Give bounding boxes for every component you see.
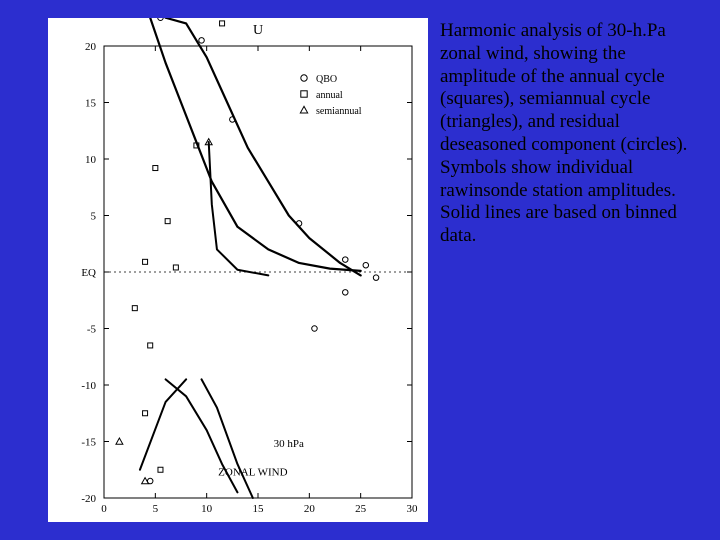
- series-semiannual_line_south: [140, 379, 186, 469]
- marker-square-icon: [132, 306, 137, 311]
- ytick-label: -20: [81, 493, 96, 505]
- xtick-label: 0: [101, 503, 107, 515]
- legend-label: semiannual: [316, 106, 362, 117]
- chart-title: U: [253, 23, 263, 38]
- xtick-label: 25: [355, 503, 367, 515]
- ytick-label: 20: [85, 41, 97, 53]
- xtick-label: 20: [304, 503, 316, 515]
- marker-square-icon: [153, 166, 158, 171]
- marker-square-icon: [148, 343, 153, 348]
- marker-square-icon: [301, 91, 307, 97]
- xtick-label: 30: [407, 503, 419, 515]
- ytick-label: 15: [85, 98, 97, 110]
- marker-circle-icon: [312, 326, 318, 332]
- chart-svg: U 0 5 10 15 20 25 30 -20 -15 -10 -5 EQ 5 10 15 20 QBO annu…: [48, 18, 428, 522]
- annotation: ZONAL WIND: [218, 466, 287, 478]
- marker-circle-icon: [343, 257, 349, 263]
- ytick-label: EQ: [81, 267, 96, 279]
- marker-circle-icon: [158, 18, 164, 21]
- marker-square-icon: [220, 21, 225, 26]
- ytick-label: -15: [81, 437, 96, 449]
- slide-root: U 0 5 10 15 20 25 30 -20 -15 -10 -5 EQ 5 10 15 20 QBO annu…: [0, 0, 720, 540]
- series-semiannual_line_north: [209, 142, 269, 275]
- legend-label: QBO: [316, 74, 337, 85]
- marker-circle-icon: [343, 290, 349, 296]
- marker-square-icon: [158, 467, 163, 472]
- caption-text: Harmonic analysis of 30-h.Pa zonal wind,…: [440, 20, 705, 248]
- marker-square-icon: [143, 411, 148, 416]
- series-qbo_line_north: [166, 18, 361, 275]
- marker-circle-icon: [363, 262, 369, 268]
- ytick-label: 5: [91, 211, 97, 223]
- annotation: 30 hPa: [274, 438, 304, 450]
- xtick-label: 15: [253, 503, 265, 515]
- xtick-label: 5: [153, 503, 159, 515]
- xtick-label: 10: [201, 503, 213, 515]
- ytick-label: 10: [85, 154, 97, 166]
- chart-panel: U 0 5 10 15 20 25 30 -20 -15 -10 -5 EQ 5 10 15 20 QBO annu…: [48, 18, 428, 522]
- series-qbo_line_south: [202, 379, 253, 498]
- marker-circle-icon: [373, 275, 379, 281]
- marker-triangle-icon: [300, 106, 307, 113]
- marker-triangle-icon: [116, 438, 123, 444]
- marker-square-icon: [143, 259, 148, 264]
- legend-label: annual: [316, 90, 343, 101]
- marker-square-icon: [165, 219, 170, 224]
- marker-circle-icon: [199, 38, 205, 44]
- series-annual_line: [150, 18, 360, 271]
- ytick-label: -5: [87, 324, 97, 336]
- ytick-label: -10: [81, 380, 96, 392]
- marker-circle-icon: [301, 75, 307, 81]
- marker-square-icon: [173, 265, 178, 270]
